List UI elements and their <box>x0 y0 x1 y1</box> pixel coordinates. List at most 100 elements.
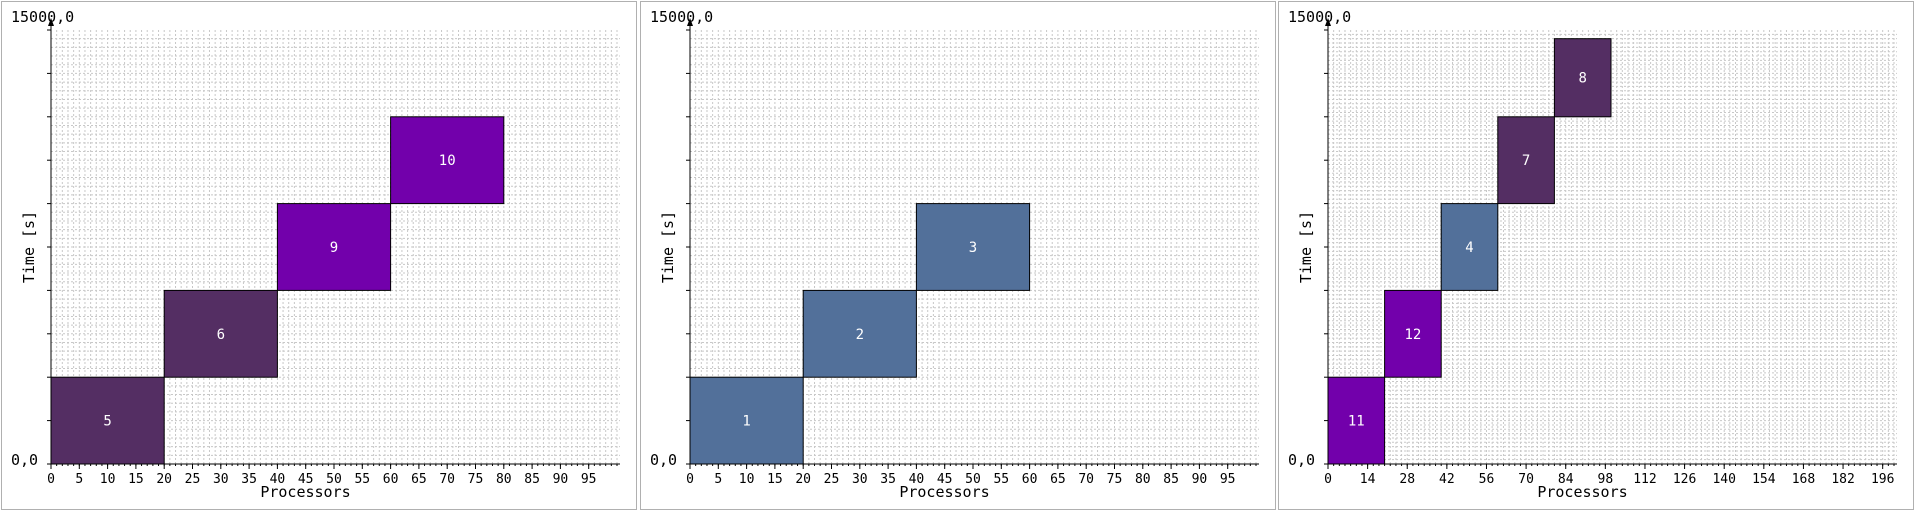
grid <box>1328 30 1897 464</box>
y-min-label: 0,0 <box>11 451 38 469</box>
x-tick-label: 50 <box>965 472 981 487</box>
x-tick-label: 30 <box>852 472 868 487</box>
job-label-4: 4 <box>1465 240 1473 256</box>
x-tick-label: 50 <box>326 472 342 487</box>
x-tick-label: 182 <box>1831 472 1854 487</box>
grid <box>51 30 620 464</box>
job-block-8 <box>1553 38 1612 118</box>
job-block-6 <box>163 289 278 378</box>
x-tick-label: 55 <box>993 472 1009 487</box>
x-tick-label: 85 <box>1163 472 1179 487</box>
x-tick-label: 60 <box>383 472 399 487</box>
job-label-6: 6 <box>217 327 225 343</box>
y-axis-arrow <box>48 18 54 26</box>
x-tick-label: 75 <box>468 472 484 487</box>
job-block-11 <box>1327 376 1386 465</box>
chart-panel-1: 5 6 9 10 0 5 10 15 20 25 30 35 40 45 50 55 60 65 70 75 80 85 9… <box>1 1 637 510</box>
x-tick-label: 95 <box>1220 472 1236 487</box>
x-tick-label: 40 <box>270 472 286 487</box>
x-tick-label: 85 <box>524 472 540 487</box>
x-tick-label: 168 <box>1792 472 1815 487</box>
x-tick-label: 28 <box>1399 472 1415 487</box>
x-tick-label: 154 <box>1752 472 1776 487</box>
x-tick-label: 25 <box>824 472 840 487</box>
job-label-10: 10 <box>439 153 456 169</box>
job-block-3 <box>915 203 1031 291</box>
x-tick-label: 140 <box>1712 472 1735 487</box>
y-axis-title: Time [s] <box>659 211 677 283</box>
x-tick-label: 20 <box>156 472 172 487</box>
job-label-5: 5 <box>103 414 111 430</box>
job-label-9: 9 <box>330 240 338 256</box>
x-tick-label: 40 <box>909 472 925 487</box>
job-block-7 <box>1497 116 1555 205</box>
job-label-3: 3 <box>969 240 977 256</box>
x-tick-label: 56 <box>1479 472 1495 487</box>
x-tick-label: 5 <box>714 472 722 487</box>
job-block-12 <box>1384 289 1442 378</box>
job-label-12: 12 <box>1404 327 1421 343</box>
x-axis-title: Processors <box>260 483 350 501</box>
chart-panel-3: 11 12 4 7 8 0 14 28 42 56 70 84 98 112 126 140 154 168 182… <box>1278 1 1914 510</box>
y-axis-title: Time [s] <box>1297 211 1315 283</box>
x-tick-label: 35 <box>241 472 257 487</box>
job-label-11: 11 <box>1348 414 1365 430</box>
y-axis-title: Time [s] <box>20 211 38 283</box>
x-tick-label: 70 <box>1078 472 1094 487</box>
x-tick-label: 0 <box>47 472 55 487</box>
x-tick-label: 80 <box>1135 472 1151 487</box>
x-tick-label: 90 <box>1192 472 1208 487</box>
job-block-10 <box>390 116 505 205</box>
x-tick-label: 35 <box>880 472 896 487</box>
y-min-label: 0,0 <box>1288 451 1315 469</box>
gantt-chart-1: 5 6 9 10 0 5 10 15 20 25 30 35 40 45 50 55 60 65 70 75 80 85 9… <box>11 8 620 501</box>
chart-panel-2: 1 2 3 0 5 10 15 20 25 30 35 40 45 50 55 60 65 70 75 80 85 90 9… <box>640 1 1276 510</box>
x-tick-label: 70 <box>439 472 455 487</box>
y-axis-arrow <box>687 18 693 26</box>
job-label-2: 2 <box>856 327 864 343</box>
x-axis-title: Processors <box>1537 483 1627 501</box>
y-axis-arrow <box>1325 18 1331 26</box>
y-min-label: 0,0 <box>650 451 677 469</box>
x-tick-label: 5 <box>75 472 83 487</box>
x-tick-label: 65 <box>1050 472 1066 487</box>
job-block-9 <box>276 203 392 291</box>
x-tick-label: 126 <box>1673 472 1696 487</box>
x-tick-label: 65 <box>411 472 427 487</box>
job-block-1 <box>689 376 804 465</box>
x-axis-title: Processors <box>899 483 989 501</box>
x-tick-label: 196 <box>1871 472 1894 487</box>
x-tick-label: 25 <box>185 472 201 487</box>
x-tick-label: 15 <box>128 472 144 487</box>
x-tick-label: 84 <box>1558 472 1574 487</box>
x-tick-label: 0 <box>686 472 694 487</box>
job-label-1: 1 <box>742 414 750 430</box>
x-tick-label: 42 <box>1439 472 1455 487</box>
gantt-chart-3: 11 12 4 7 8 0 14 28 42 56 70 84 98 112 126 140 154 168 182… <box>1288 8 1897 501</box>
y-max-label: 15000,0 <box>1288 8 1351 26</box>
job-block-2 <box>802 289 917 378</box>
x-tick-label: 112 <box>1633 472 1656 487</box>
x-tick-label: 10 <box>739 472 755 487</box>
x-tick-label: 0 <box>1324 472 1332 487</box>
x-tick-label: 75 <box>1107 472 1123 487</box>
x-tick-label: 14 <box>1360 472 1376 487</box>
y-max-label: 15000,0 <box>650 8 713 26</box>
x-tick-label: 10 <box>100 472 116 487</box>
x-tick-label: 45 <box>298 472 314 487</box>
job-label-7: 7 <box>1522 153 1530 169</box>
x-tick-label: 15 <box>767 472 783 487</box>
x-tick-label: 98 <box>1598 472 1614 487</box>
x-tick-label: 70 <box>1518 472 1534 487</box>
x-tick-label: 20 <box>795 472 811 487</box>
job-label-8: 8 <box>1578 71 1586 87</box>
x-tick-label: 95 <box>581 472 597 487</box>
y-max-label: 15000,0 <box>11 8 74 26</box>
x-tick-label: 80 <box>496 472 512 487</box>
x-tick-label: 55 <box>354 472 370 487</box>
x-tick-label: 60 <box>1022 472 1038 487</box>
x-tick-label: 30 <box>213 472 229 487</box>
x-tick-label: 45 <box>937 472 953 487</box>
job-block-4 <box>1440 203 1499 291</box>
